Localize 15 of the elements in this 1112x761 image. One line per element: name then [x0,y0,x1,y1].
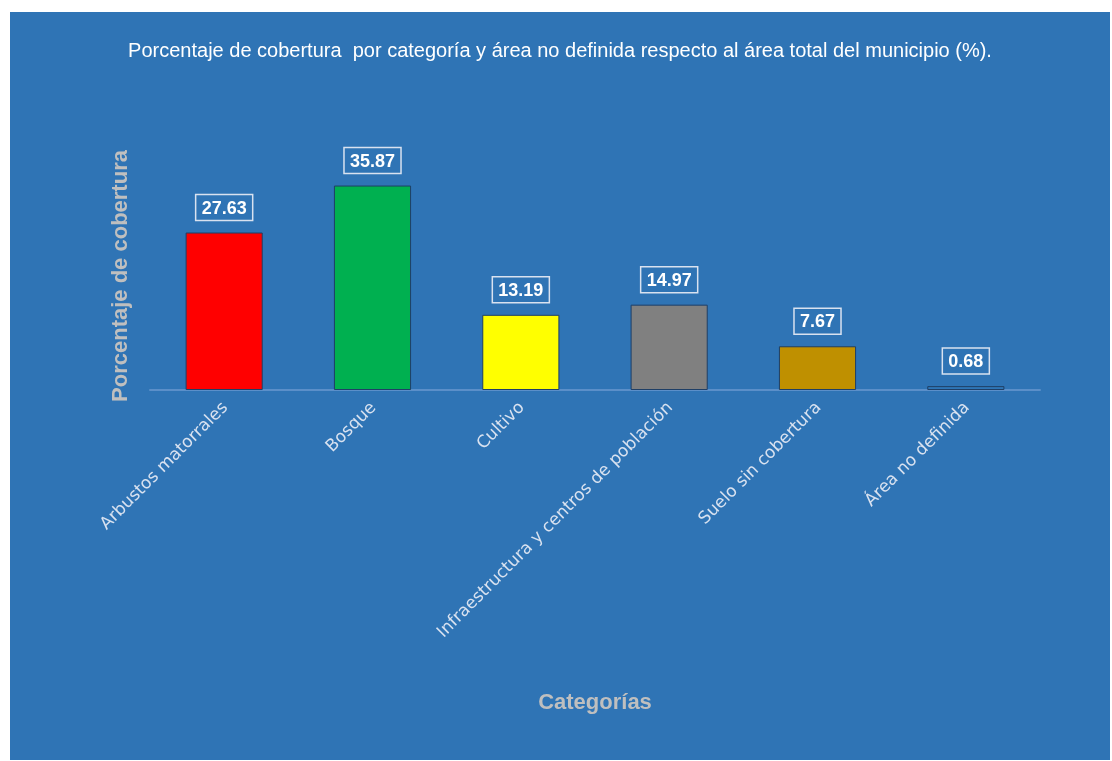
data-label: 35.87 [349,150,396,171]
bar [778,346,857,390]
data-label: 14.97 [646,269,692,290]
data-label: 13.19 [498,279,544,300]
bar [185,232,263,390]
data-label: 0.68 [948,351,984,372]
bar [927,386,1005,390]
bar [482,314,560,390]
x-axis-title: Categorías [538,688,652,714]
data-label: 7.67 [799,311,836,332]
bar [333,185,412,390]
bar [630,304,708,390]
y-axis-title: Porcentaje de cobertura [106,149,132,402]
chart-title: Porcentaje de cobertura por categoría y área no definida respecto al área total del municipio (%). [128,39,992,61]
data-label: 27.63 [201,197,247,218]
